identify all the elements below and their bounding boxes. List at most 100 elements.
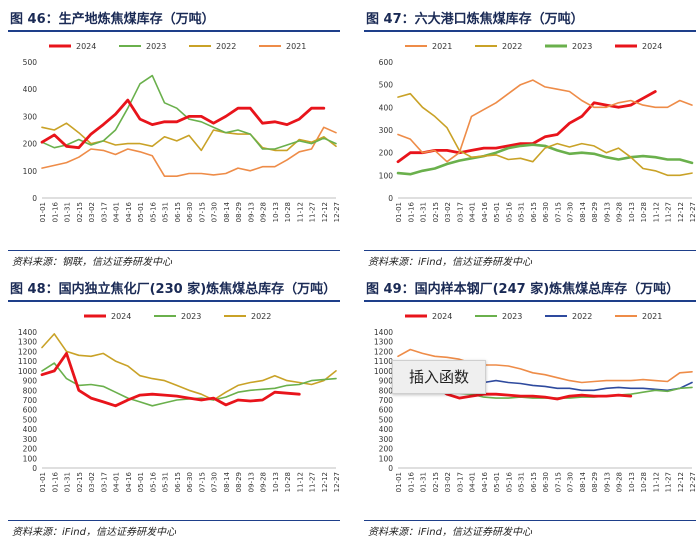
series-line-2023: [396, 143, 694, 176]
x-tick-label: 04-16: [481, 471, 489, 492]
legend-label-2021: 2021: [286, 42, 306, 51]
x-tick-label: 09-28: [260, 472, 268, 492]
legend-label-2024: 2024: [642, 42, 662, 51]
x-tick-label: 11-27: [309, 472, 317, 492]
x-tick-label: 08-29: [591, 472, 599, 492]
x-tick-label: 11-27: [309, 202, 317, 222]
figure-47-panel: 图 47：六大港口炼焦煤库存（万吨） 2021 2022 2023 2024 0 100 2…: [358, 6, 698, 268]
x-tick-label: 09-28: [616, 472, 624, 492]
x-tick-label: 01-31: [64, 202, 72, 222]
x-tick-label: 04-01: [469, 202, 477, 222]
x-tick-label: 01-01: [395, 472, 403, 492]
y-tick-label: 200: [23, 140, 38, 149]
y-tick-label: 100: [379, 171, 394, 180]
y-tick-label: 100: [23, 167, 38, 176]
x-tick-label: 05-31: [162, 472, 170, 492]
x-tick-label: 10-13: [272, 202, 280, 222]
x-tick-label: 03-17: [456, 202, 464, 222]
x-tick-label: 11-12: [652, 472, 660, 492]
x-tick-label: 12-12: [321, 202, 329, 222]
x-tick-label: 11-12: [296, 202, 304, 222]
x-tick-label: 04-16: [125, 201, 133, 222]
legend-label-2021: 2021: [432, 42, 452, 51]
x-tick-label: 06-30: [542, 472, 550, 492]
legend-label-2024: 2024: [111, 312, 131, 321]
x-tick-label: 04-01: [113, 202, 121, 222]
y-tick-label: 200: [23, 445, 38, 454]
x-tick-label: 02-15: [76, 472, 84, 492]
series-line-2022: [397, 92, 693, 177]
x-tick-label: 10-13: [628, 472, 636, 492]
figure-48-title: 图 48：国内独立焦化厂(230 家)炼焦煤总库存（万吨）: [10, 282, 337, 297]
x-tick-label: 08-29: [235, 472, 243, 492]
series-line-2024: [40, 98, 326, 150]
x-tick-label: 04-01: [469, 472, 477, 492]
x-tick-label: 04-16: [481, 201, 489, 222]
series-line-2024: [40, 352, 301, 408]
x-tick-label: 03-02: [444, 472, 452, 492]
x-tick-label: 10-28: [284, 202, 292, 222]
source-rule: [364, 520, 696, 521]
x-tick-label: 12-27: [333, 202, 341, 222]
figure-48-panel: 图 48：国内独立焦化厂(230 家)炼焦煤总库存（万吨） 2024 2023 20…: [2, 276, 342, 538]
figure-49-title: 图 49：国内样本钢厂(247 家)炼焦煤总库存（万吨）: [366, 282, 680, 297]
figure-47-title: 图 47：六大港口炼焦煤库存（万吨）: [366, 12, 584, 27]
y-tick-label: 1100: [18, 357, 37, 366]
figure-48-chart: 2024 2023 2022 0100200300400500600700800900…: [18, 312, 341, 492]
x-tick-label: 12-12: [677, 472, 685, 492]
legend-label-2024: 2024: [76, 42, 96, 51]
source-rule: [8, 250, 340, 251]
y-tick-label: 900: [379, 377, 394, 386]
legend-label-2023: 2023: [146, 42, 166, 51]
series-line-2023: [41, 74, 337, 150]
x-tick-label: 11-27: [665, 472, 673, 492]
x-tick-label: 01-16: [407, 471, 415, 492]
x-tick-label: 05-31: [518, 472, 526, 492]
x-tick-label: 02-15: [76, 202, 84, 222]
y-tick-label: 1400: [374, 328, 393, 337]
x-tick-label: 08-14: [223, 201, 231, 222]
y-tick-label: 1000: [18, 367, 37, 376]
y-tick-label: 1200: [18, 347, 37, 356]
x-tick-label: 01-31: [420, 202, 428, 222]
y-tick-label: 300: [379, 435, 394, 444]
x-tick-label: 05-01: [137, 202, 145, 222]
y-tick-label: 600: [379, 58, 394, 67]
y-tick-label: 1300: [374, 338, 393, 347]
series-line-2024: [396, 90, 657, 164]
x-tick-label: 05-16: [149, 201, 157, 222]
x-tick-label: 11-27: [665, 202, 673, 222]
x-tick-label: 12-12: [321, 472, 329, 492]
y-tick-label: 500: [379, 81, 394, 90]
x-tick-label: 06-30: [186, 472, 194, 492]
x-tick-label: 09-28: [260, 202, 268, 222]
figure-46-panel: 图 46：生产地炼焦煤库存（万吨） 2024 2023 2022 2021 0 100 20…: [2, 6, 342, 268]
x-tick-label: 12-12: [677, 202, 685, 222]
x-tick-label: 05-31: [518, 202, 526, 222]
y-tick-label: 400: [379, 425, 394, 434]
y-tick-label: 400: [23, 85, 38, 94]
title-rule: [8, 30, 340, 32]
series-line-2021: [397, 79, 693, 163]
x-tick-label: 01-16: [51, 471, 59, 492]
x-tick-label: 11-12: [652, 202, 660, 222]
figure-49-panel: 图 49：国内样本钢厂(247 家)炼焦煤总库存（万吨） 2024 2023 202…: [358, 276, 698, 538]
x-tick-label: 05-01: [137, 472, 145, 492]
figure-47-chart: 2021 2022 2023 2024 0 100 200 300 400 500 600 01-01…: [379, 42, 697, 222]
insert-function-tooltip[interactable]: 插入函数: [392, 360, 486, 394]
series-line-2022: [41, 333, 337, 401]
x-tick-label: 01-16: [407, 201, 415, 222]
y-tick-label: 0: [388, 464, 393, 473]
y-tick-label: 500: [23, 58, 38, 67]
x-tick-label: 05-31: [162, 202, 170, 222]
legend-label-2023: 2023: [502, 312, 522, 321]
y-tick-label: 300: [23, 435, 38, 444]
y-tick-label: 1100: [374, 357, 393, 366]
y-tick-label: 200: [379, 149, 394, 158]
title-rule: [8, 300, 340, 302]
x-tick-label: 10-13: [272, 472, 280, 492]
x-tick-label: 06-15: [530, 202, 538, 222]
x-tick-label: 06-15: [530, 472, 538, 492]
y-tick-label: 1200: [374, 347, 393, 356]
legend-label-2023: 2023: [181, 312, 201, 321]
